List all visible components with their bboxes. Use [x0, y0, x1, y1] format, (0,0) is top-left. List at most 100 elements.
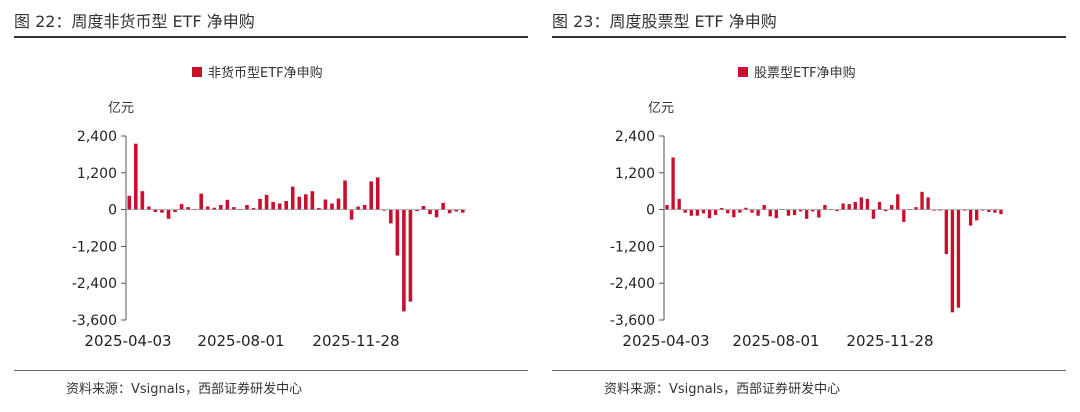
bar	[968, 209, 973, 226]
bar	[447, 209, 452, 214]
x-tick-label: 2025-08-01	[197, 332, 284, 350]
bar	[938, 209, 942, 211]
bar	[284, 201, 288, 210]
legend-swatch	[738, 66, 748, 77]
x-tick-label: 2025-11-28	[846, 332, 933, 350]
bar	[987, 209, 991, 213]
bar	[726, 209, 730, 214]
y-tick-label: -3,600	[610, 313, 655, 329]
bar	[317, 208, 321, 210]
bar	[323, 199, 328, 210]
bar	[762, 205, 766, 210]
figure-title: 图 23：周度股票型 ETF 净申购	[552, 12, 777, 31]
bar	[402, 209, 406, 312]
y-tick-label: -1,200	[72, 239, 117, 255]
bar	[756, 209, 760, 216]
bar	[153, 209, 158, 213]
bar	[415, 209, 419, 212]
bar	[811, 209, 815, 212]
bar	[944, 209, 948, 255]
bar	[975, 209, 979, 221]
bar	[774, 209, 778, 219]
x-tick-label: 2025-08-01	[732, 332, 819, 350]
bar	[720, 208, 724, 210]
y-tick-label: 2,400	[77, 129, 117, 145]
bar	[408, 209, 413, 302]
bar	[277, 203, 282, 210]
bar	[454, 209, 458, 212]
bar	[441, 202, 445, 210]
bar	[271, 201, 275, 210]
y-tick-label: 0	[646, 203, 655, 219]
bar	[999, 209, 1003, 215]
y-tick-label: 0	[108, 203, 117, 219]
bar	[186, 207, 190, 210]
y-tick-label: -3,600	[72, 313, 117, 329]
legend: 股票型ETF净申购	[738, 62, 856, 81]
bar	[310, 191, 315, 210]
bar	[920, 191, 924, 210]
bar	[926, 197, 930, 210]
bar	[738, 209, 742, 213]
bar	[683, 209, 687, 213]
bar	[707, 209, 712, 219]
source-note: 资料来源：Vsignals，西部证券研发中心	[66, 382, 303, 397]
bar	[950, 209, 955, 313]
bar	[434, 209, 439, 218]
bar	[792, 209, 797, 216]
bar	[349, 209, 354, 220]
bar	[356, 206, 360, 210]
bar	[134, 143, 138, 210]
bar	[798, 209, 803, 212]
bar	[993, 209, 997, 213]
bar	[914, 207, 918, 210]
bar	[304, 194, 308, 210]
source-note: 资料来源：Vsignals，西部证券研发中心	[604, 382, 841, 397]
bar	[375, 177, 380, 210]
y-tick-label: 1,200	[77, 166, 117, 182]
bar	[460, 209, 465, 213]
chart-panel-right: 图 23：周度股票型 ETF 净申购 股票型ETF净申购 亿元 2,400 1,2…	[552, 0, 1066, 412]
bar	[671, 157, 675, 210]
bar	[677, 198, 681, 210]
bar	[212, 207, 217, 210]
bar	[847, 204, 851, 210]
y-tick-label: 1,200	[615, 166, 655, 182]
bar	[841, 203, 845, 210]
bar	[147, 206, 151, 210]
y-axis-unit: 亿元	[108, 101, 135, 116]
y-axis-unit: 亿元	[648, 101, 675, 116]
bar	[695, 209, 700, 216]
bottom-rule	[14, 370, 528, 371]
bar	[786, 209, 791, 216]
bar	[369, 181, 373, 210]
bar	[336, 198, 341, 210]
bar	[297, 196, 302, 210]
chart-panel-left: 图 22：周度非货币型 ETF 净申购 非货币型ETF净申购 亿元 2,400 1…	[14, 0, 528, 412]
bar	[883, 209, 888, 212]
top-rule	[14, 36, 528, 38]
bar	[902, 209, 906, 222]
y-tick-label: 2,400	[615, 129, 655, 145]
bar	[127, 195, 132, 210]
figure-title: 图 22：周度非货币型 ETF 净申购	[14, 12, 255, 31]
bar	[877, 201, 882, 210]
bar	[160, 209, 164, 213]
bar	[395, 209, 400, 256]
top-rule	[552, 36, 1066, 38]
legend-swatch	[192, 66, 202, 77]
bar	[865, 198, 870, 210]
bar	[835, 209, 839, 212]
bar	[871, 209, 876, 219]
bar	[421, 205, 426, 210]
bar	[166, 209, 171, 219]
bar	[750, 209, 754, 213]
y-tick-label: -1,200	[610, 239, 655, 255]
bar	[251, 208, 256, 210]
bar	[713, 209, 718, 216]
bar	[896, 194, 900, 210]
bar	[859, 197, 863, 210]
bar-chart: 2,400 1,200 0 -1,200 -2,400 -3,600 2025-04-03 2…	[72, 129, 466, 350]
bar	[981, 209, 985, 211]
bar	[932, 209, 936, 211]
